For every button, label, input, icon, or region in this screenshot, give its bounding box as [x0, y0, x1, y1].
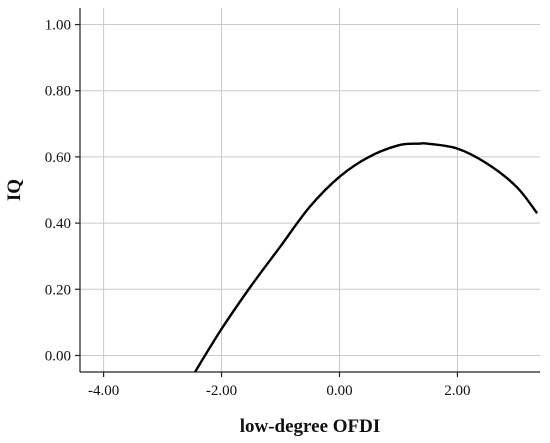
- x-axis-title: low-degree OFDI: [240, 416, 381, 437]
- curve-layer: [193, 142, 539, 372]
- x-tick-label: 0.00: [326, 383, 352, 399]
- y-tick-label: 0.60: [45, 150, 71, 166]
- grid-lines: [80, 8, 540, 372]
- y-axis-title: IQ: [4, 179, 25, 201]
- y-tick-label: 0.40: [45, 216, 71, 232]
- x-tick-label: -2.00: [206, 383, 237, 399]
- y-tick-label: 0.20: [45, 282, 71, 298]
- y-tick-label: 1.00: [45, 18, 71, 34]
- x-tick-label: -4.00: [88, 383, 119, 399]
- x-tick-label: 2.00: [444, 383, 470, 399]
- fit-curve-line: [193, 142, 539, 372]
- y-tick-label: 0.00: [45, 348, 71, 364]
- axes: [75, 8, 540, 377]
- y-tick-label: 0.80: [45, 84, 71, 100]
- tick-labels: -4.00 -2.00 0.00 2.00 0.00 0.20 0.40 0.60 0.80 1.…: [45, 18, 471, 399]
